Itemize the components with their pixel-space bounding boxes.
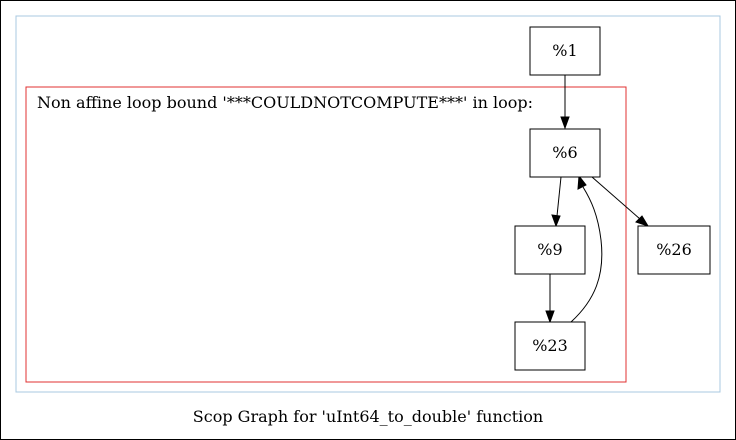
node-23[interactable]: %23 [514, 321, 586, 371]
edge-6-to-9-arrowhead [551, 214, 561, 228]
edge-23-to-6 [570, 186, 603, 323]
non-affine-region [25, 86, 627, 383]
node-9-label: %9 [537, 240, 562, 259]
region-label: Non affine loop bound '***COULDNOTCOMPUT… [37, 93, 533, 112]
edge-23-to-6-arrowhead [577, 174, 587, 190]
edge-6-to-26 [591, 176, 641, 220]
node-26[interactable]: %26 [637, 225, 711, 275]
node-6[interactable]: %6 [529, 128, 601, 178]
edge-6-to-9 [556, 176, 562, 217]
node-23-label: %23 [532, 336, 568, 355]
node-1-label: %1 [552, 41, 577, 60]
edge-1-to-6-arrowhead [560, 116, 570, 130]
edge-9-to-23-arrowhead [545, 310, 555, 324]
node-6-label: %6 [552, 143, 577, 162]
graph-caption: Scop Graph for 'uInt64_to_double' functi… [193, 407, 543, 426]
node-26-label: %26 [656, 240, 692, 259]
scop-cluster [15, 15, 721, 393]
edge-6-to-26-arrowhead [635, 215, 650, 227]
node-1[interactable]: %1 [529, 26, 601, 76]
edges [545, 75, 650, 324]
node-9[interactable]: %9 [514, 225, 586, 275]
